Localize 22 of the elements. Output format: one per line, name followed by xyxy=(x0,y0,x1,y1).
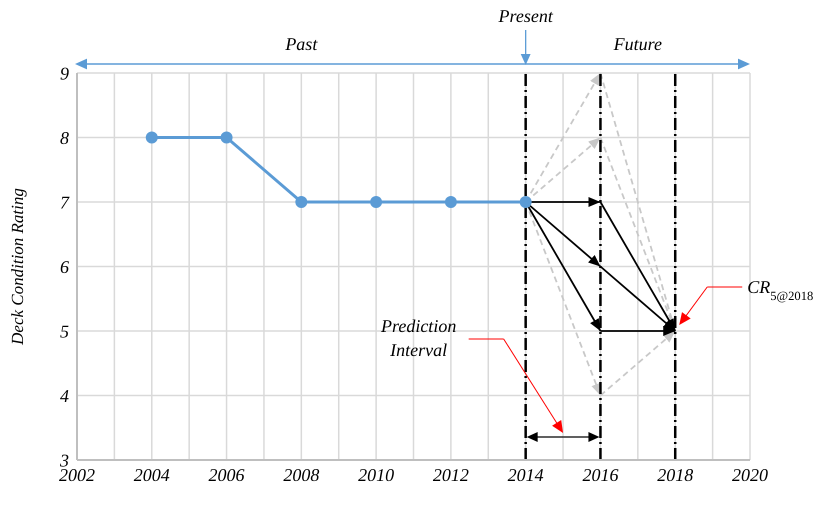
x-tick-label: 2008 xyxy=(283,464,320,485)
x-tick-label: 2014 xyxy=(508,464,544,485)
y-tick-label: 4 xyxy=(60,386,69,406)
x-tick-label: 2016 xyxy=(582,464,618,485)
x-tick-label: 2006 xyxy=(208,464,245,485)
y-tick-label: 7 xyxy=(60,192,70,212)
y-tick-label: 3 xyxy=(59,450,69,470)
x-tick-label: 2012 xyxy=(432,464,469,485)
x-tick-label: 2020 xyxy=(732,464,768,485)
x-tick-label: 2010 xyxy=(358,464,394,485)
text: Future xyxy=(612,34,662,54)
y-tick-label: 9 xyxy=(60,63,69,84)
x-tick-label: 2018 xyxy=(657,464,694,485)
annotation: CR$_{5@2018}$ xyxy=(747,277,814,303)
annotation: Prediction Interval xyxy=(380,316,456,360)
x-tick-label: 2004 xyxy=(134,464,170,485)
text: Past xyxy=(284,34,318,54)
y-tick-label: 8 xyxy=(60,128,69,148)
text: Present xyxy=(498,6,554,26)
y-axis-title: Deck Condition Rating xyxy=(8,188,28,346)
y-tick-label: 5 xyxy=(60,321,69,342)
y-tick-label: 6 xyxy=(60,256,69,277)
